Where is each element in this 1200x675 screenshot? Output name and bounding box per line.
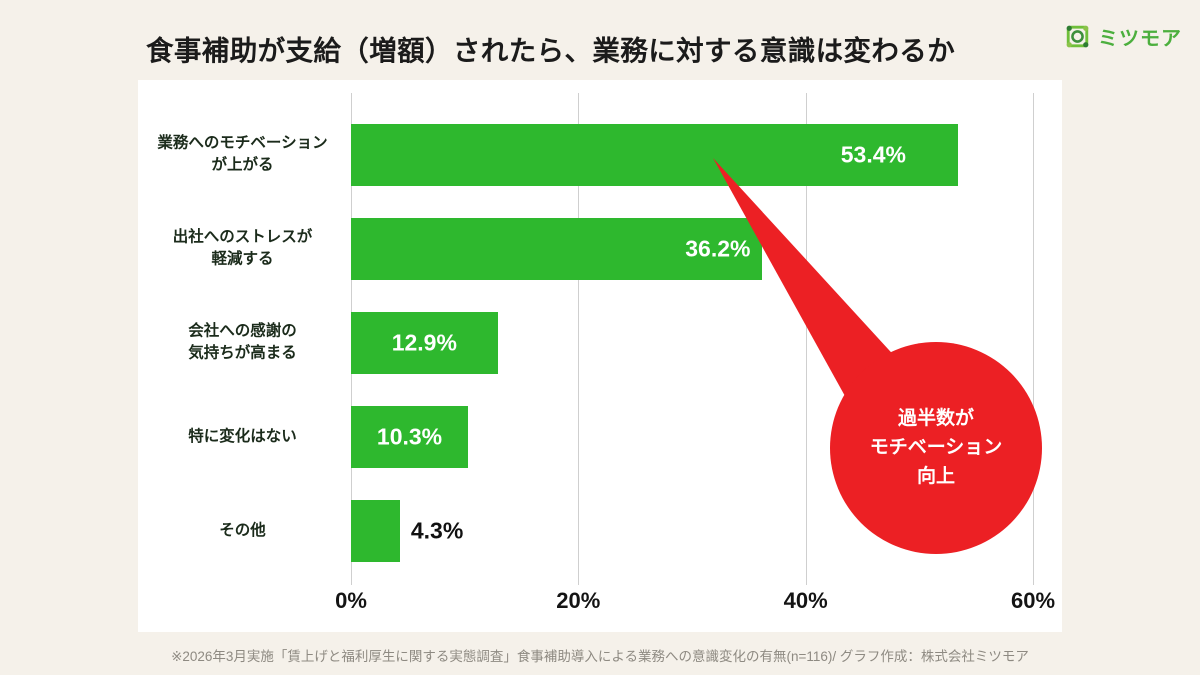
x-axis-tick-label: 20% bbox=[556, 588, 601, 613]
category-label: 業務へのモチベーション が上がる bbox=[157, 134, 328, 174]
category-label: 出社へのストレスが 軽減する bbox=[172, 228, 313, 268]
bar bbox=[351, 500, 400, 562]
callout-text-block: 過半数が モチベーション 向上 bbox=[830, 342, 1042, 554]
callout-line-2: モチベーション bbox=[869, 437, 1003, 459]
bar bbox=[351, 312, 498, 374]
bar bbox=[351, 218, 763, 280]
plot-area: 0% 20% 40% 60% 業務へのモチベーション が上がる 53.4% 出社へのストレス… bbox=[138, 80, 1062, 632]
footnote: ※2026年3月実施「賃上げと福利厚生に関する実態調査」食事補助導入による業務へ… bbox=[171, 649, 1029, 664]
bar-value-label: 53.4% bbox=[840, 141, 906, 168]
brand-logo: ミツモア bbox=[1064, 22, 1182, 51]
bar-value-label: 12.9% bbox=[391, 329, 457, 356]
callout-line-3: 向上 bbox=[916, 465, 955, 487]
bar-value-label: 36.2% bbox=[685, 235, 751, 262]
gridline-20pct bbox=[578, 93, 580, 585]
mitsumore-square-icon bbox=[1066, 25, 1089, 48]
bar-value-label: 4.3% bbox=[410, 517, 464, 544]
page-title: 食事補助が支給（増額）されたら、業務に対する意識は変わるか bbox=[146, 35, 956, 66]
bar bbox=[351, 406, 469, 468]
x-axis-tick-label: 60% bbox=[1010, 588, 1056, 613]
brand-name: ミツモア bbox=[1098, 28, 1182, 50]
gridline-60pct bbox=[1033, 93, 1034, 585]
category-label: 特に変化はない bbox=[188, 427, 297, 445]
bar-value-label: 10.3% bbox=[376, 423, 443, 450]
chart-card: 0% 20% 40% 60% 業務へのモチベーション が上がる 53.4% 出社へのストレス… bbox=[138, 80, 1062, 632]
callout-line-1: 過半数が bbox=[897, 408, 974, 430]
x-axis-tick-label: 40% bbox=[783, 588, 828, 613]
category-label: 会社への感謝の 気持ちが高まる bbox=[188, 322, 297, 362]
x-axis-tick-label: 0% bbox=[335, 588, 367, 613]
category-label: その他 bbox=[219, 521, 266, 539]
